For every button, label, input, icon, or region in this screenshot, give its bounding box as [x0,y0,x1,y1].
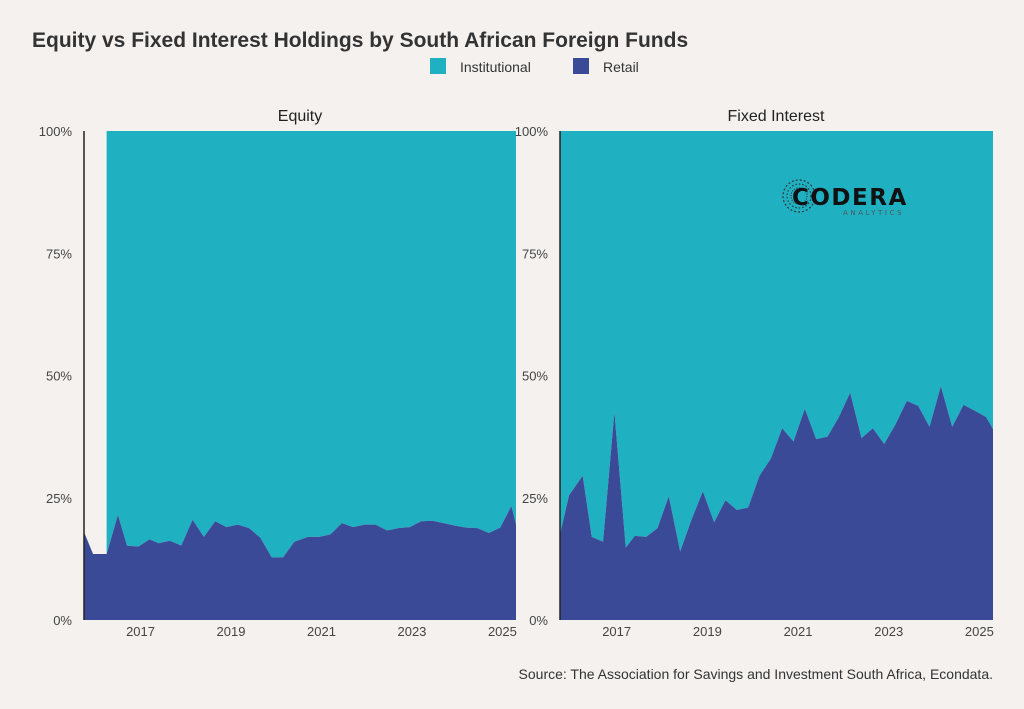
x-tick-label-equity: 2019 [217,624,246,639]
panel-title-fixed-interest: Fixed Interest [728,108,825,125]
y-tick-label-fixed-interest: 50% [522,369,548,384]
x-tick-label-fixed-interest: 2017 [602,624,631,639]
y-tick-label-fixed-interest: 25% [522,491,548,506]
legend-label-institutional: Institutional [460,59,531,75]
area-retail-equity [84,506,516,620]
legend-swatch-institutional [430,58,446,74]
area-institutional-fixed-interest [560,131,993,552]
x-tick-label-equity: 2017 [126,624,155,639]
source-note: Source: The Association for Savings and … [519,666,993,682]
area-retail-fixed-interest [560,386,993,620]
legend: Institutional Retail [430,58,639,75]
area-institutional-equity [106,131,516,558]
codera-logo-text: CODERA [792,185,908,211]
y-tick-label-equity: 0% [53,613,72,628]
x-tick-label-equity: 2021 [307,624,336,639]
x-tick-label-fixed-interest: 2023 [874,624,903,639]
codera-logo-subtext: ANALYTICS [843,209,904,217]
y-tick-label-fixed-interest: 0% [529,613,548,628]
y-tick-label-equity: 25% [46,491,72,506]
codera-logo-mark [782,179,816,213]
panel-title-equity: Equity [278,108,322,125]
x-tick-label-fixed-interest: 2021 [784,624,813,639]
y-tick-label-equity: 50% [46,369,72,384]
x-tick-label-equity: 2025 [488,624,517,639]
legend-label-retail: Retail [603,59,639,75]
x-tick-label-fixed-interest: 2019 [693,624,722,639]
y-tick-label-fixed-interest: 75% [522,246,548,261]
y-tick-label-equity: 100% [39,124,73,139]
x-tick-label-equity: 2023 [397,624,426,639]
panel-equity: Equity 0% 25% 50% 75% 100% 2017 2019 2021 2023 20… [39,108,517,639]
x-tick-label-fixed-interest: 2025 [965,624,994,639]
chart-title: Equity vs Fixed Interest Holdings by Sou… [32,29,688,52]
panel-fixed-interest: Fixed Interest 0% 25% 50% 75% 100% 2017 2019 20… [515,108,994,639]
legend-swatch-retail [573,58,589,74]
codera-logo: CODERA ANALYTICS [782,179,908,217]
y-tick-label-equity: 75% [46,246,72,261]
y-tick-label-fixed-interest: 100% [515,124,549,139]
